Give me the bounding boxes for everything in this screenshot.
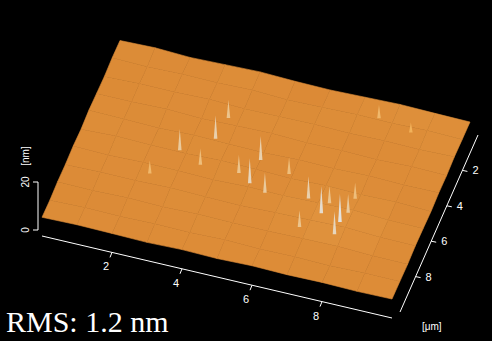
x-tick [320,302,322,307]
y-tick-label: 4 [457,200,463,212]
spike [148,161,152,174]
spike [178,129,182,150]
y-tick-label: 2 [472,164,478,176]
x-tick-label: 2 [103,260,109,272]
plot-area [42,41,470,300]
chart: 2 4 6 8 2 4 6 8 [μm] 0 20 [nm] RMS: 1.2 nm [0,0,492,341]
z-tick [33,230,38,231]
z-axis-title: [nm] [20,146,31,166]
spike [333,211,337,234]
x-tick-label: 4 [173,277,179,289]
y-tick [447,206,452,207]
axis-unit: [μm] [422,321,442,332]
spike [287,158,291,175]
y-tick [431,241,436,242]
spike [409,123,413,133]
background [0,0,492,341]
spike [259,136,263,160]
spike [248,158,252,183]
spike [227,100,231,118]
spike [263,172,267,192]
axes: 2 4 6 8 2 4 6 8 [μm] 0 20 [nm] [20,135,479,332]
y-tick [462,170,467,171]
z-tick-label: 0 [20,227,31,233]
spike [353,183,357,199]
z-tick-label: 20 [20,176,31,188]
y-tick [416,277,421,278]
spike [346,194,350,213]
surface-cell [147,224,190,250]
surface-cell [287,257,330,283]
spike [320,186,324,213]
x-tick-label: 8 [313,310,319,322]
y-axis-line [400,135,478,312]
z-tick [33,182,38,183]
x-tick [250,285,252,290]
spike [199,148,203,164]
y-tick-label: 6 [441,235,447,247]
spike [237,155,241,173]
spike [328,186,332,203]
surface-cell [77,208,120,234]
annotation: RMS: 1.2 nm [6,305,169,338]
x-tick [110,252,112,257]
spike [338,194,342,222]
spike [298,210,302,227]
x-tick [180,269,182,274]
spike [214,116,218,139]
surface-cell [357,273,400,299]
surface-cell [217,240,260,266]
z-axis-line [38,182,39,230]
spike [307,176,311,198]
spike [377,105,381,118]
x-tick-label: 6 [243,293,249,305]
y-tick-label: 8 [426,271,432,283]
